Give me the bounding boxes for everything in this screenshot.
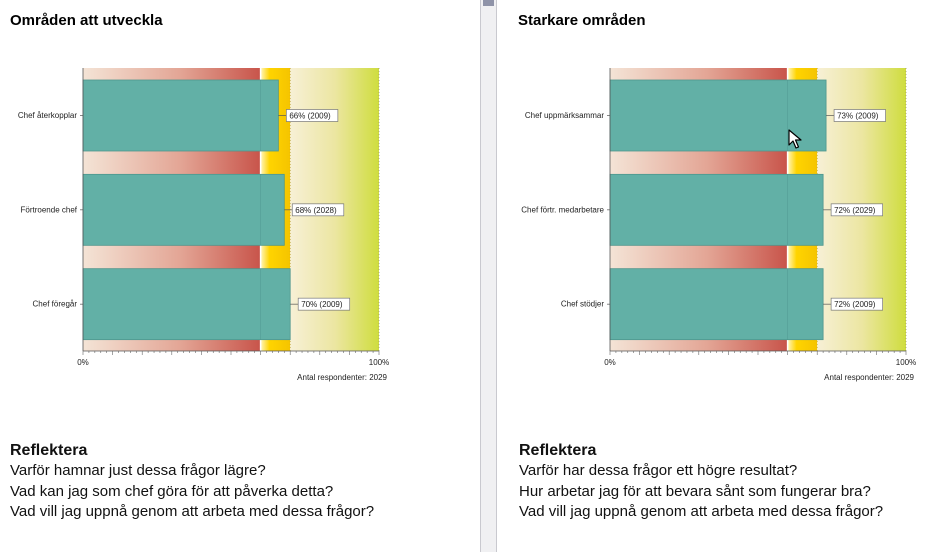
category-label: Chef föregår [33, 300, 78, 309]
panel-title: Starkare områden [518, 12, 646, 29]
data-label-box [833, 109, 886, 122]
data-label-box [297, 297, 351, 311]
chart-svg: Chef uppmärksammar 73% (2009) Chef förtr. … [521, 68, 916, 382]
x-tick-label: 0% [77, 358, 89, 367]
respondents-footnote: Antal respondenter: 2029 [824, 373, 914, 382]
data-label: 72% (2009) [834, 300, 876, 309]
data-label: 66% (2009) [289, 112, 331, 121]
right-panel: Starkare områden Chef uppmärksammar 73% (… [497, 0, 943, 552]
chart-svg: Chef återkopplar 66% (2009) Förtroende che… [18, 68, 389, 382]
reflect-question: Varför har dessa frågor ett högre result… [519, 462, 798, 479]
data-label: 70% (2009) [301, 300, 343, 309]
x-tick-label: 100% [896, 358, 916, 367]
respondents-footnote: Antal respondenter: 2029 [297, 373, 387, 382]
data-label: 72% (2029) [834, 206, 876, 215]
category-label: Förtroende chef [21, 205, 78, 214]
category-label: Chef återkopplar [18, 111, 77, 120]
x-tick-label: 100% [369, 358, 389, 367]
data-label-box [286, 109, 339, 122]
reflect-question: Hur arbetar jag för att bevara sånt som … [519, 482, 871, 500]
category-label: Chef stödjer [561, 300, 604, 309]
reflect-section: Reflektera Varför har dessa frågor ett h… [519, 441, 929, 523]
reflect-question: Vad vill jag uppnå genom att arbeta med … [10, 503, 375, 520]
bar [609, 268, 824, 341]
data-label-box [830, 297, 883, 311]
reflect-question: Vad kan jag som chef göra för att påverk… [10, 482, 334, 500]
mouse-cursor-icon [788, 129, 802, 149]
chart-stronger-areas: Chef uppmärksammar 73% (2009) Chef förtr. … [497, 62, 917, 392]
x-tick-label: 0% [604, 358, 616, 367]
category-label: Chef uppmärksammar [525, 111, 604, 120]
reflect-heading: Reflektera [10, 442, 88, 459]
data-label-box [291, 203, 345, 217]
data-label: 68% (2028) [295, 206, 337, 215]
bar [609, 173, 824, 246]
panel-splitter[interactable] [480, 0, 497, 552]
reflect-question: Varför hamnar just dessa frågor lägre? [10, 462, 266, 479]
bar [82, 173, 285, 246]
reflect-heading: Reflektera [519, 442, 597, 459]
data-label-box [830, 203, 883, 217]
splitter-grip[interactable] [483, 0, 494, 6]
reflect-section: Reflektera Varför hamnar just dessa fråg… [10, 441, 374, 523]
bar [82, 268, 291, 341]
bar [82, 79, 279, 152]
left-panel: Områden att utveckla Chef återkopplar 66%… [0, 12, 420, 523]
reflect-question: Vad vill jag uppnå genom att arbeta med … [519, 503, 884, 520]
category-label: Chef förtr. medarbetare [521, 205, 604, 214]
data-label: 73% (2009) [837, 112, 879, 121]
panel-title: Områden att utveckla [10, 12, 163, 29]
chart-development-areas: Chef återkopplar 66% (2009) Förtroende che… [0, 62, 420, 392]
